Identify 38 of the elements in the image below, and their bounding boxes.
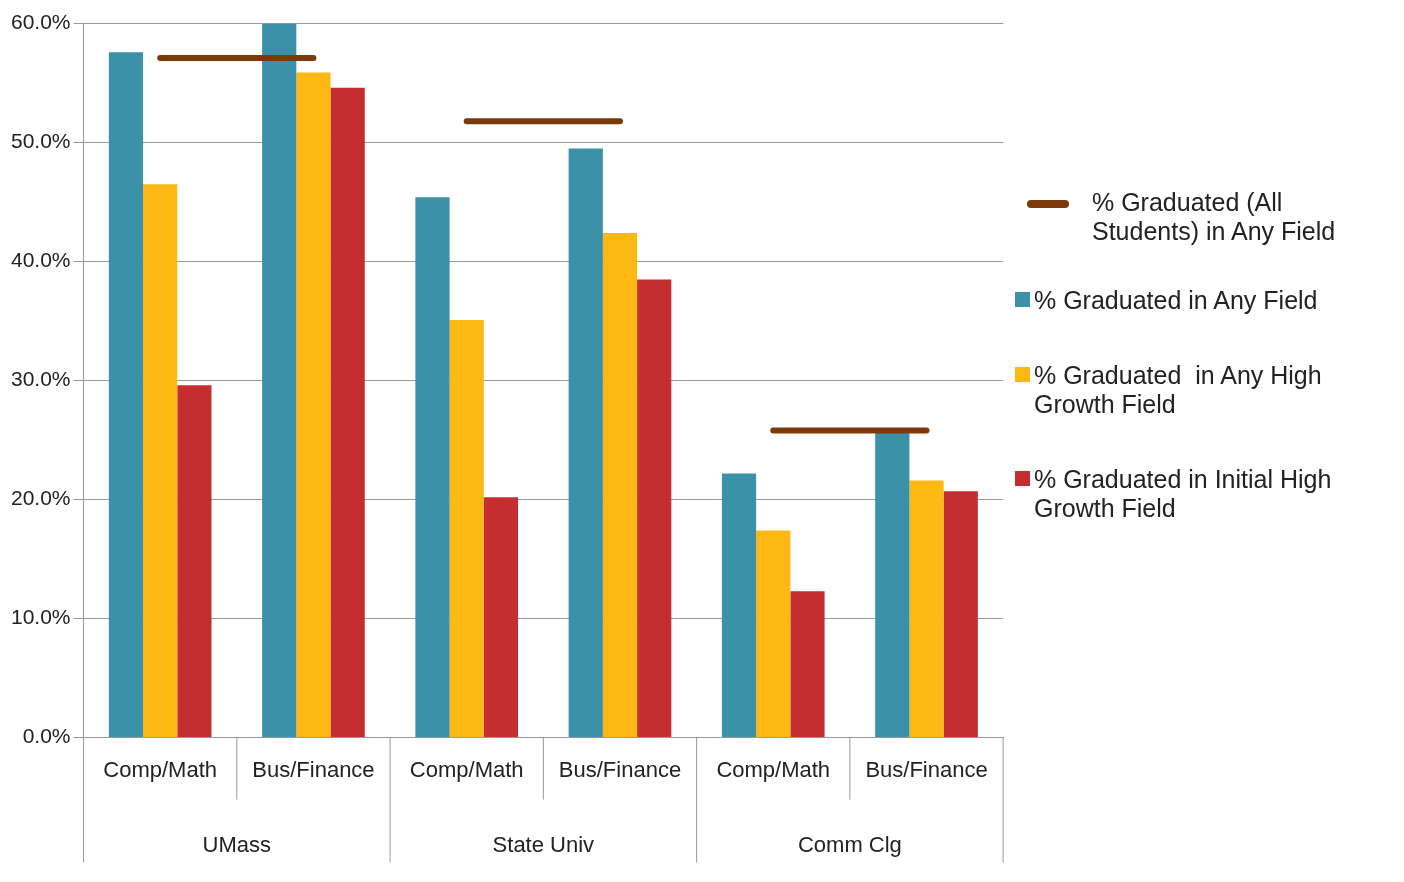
bar (483, 497, 519, 738)
legend-label: % Graduated in Initial High Growth Field (1034, 465, 1333, 523)
x-tick-label: Comp/Math (716, 756, 831, 782)
bar (330, 87, 365, 738)
text: State Univ (492, 831, 595, 857)
x-tick-label: Bus/Finance (865, 756, 988, 782)
bar (296, 72, 331, 738)
legend-label: % Graduated in Any High Growth Field (1034, 361, 1323, 419)
y-tick-label: 20.0% (11, 486, 71, 510)
bar (602, 233, 638, 738)
bar (415, 197, 450, 738)
bar (108, 52, 144, 738)
text: Comm Clg (797, 831, 902, 857)
bar (790, 591, 825, 738)
text: UMass (202, 831, 272, 857)
bar (756, 530, 791, 738)
y-tick-label: 30.0% (11, 367, 71, 391)
x-tick-label: Comp/Math (409, 756, 524, 782)
x-tick-label: Comp/Math (103, 756, 218, 782)
y-tick-label: 40.0% (11, 248, 71, 272)
bar (875, 432, 910, 738)
legend-label: % Graduated (All Students) in Any Field (1092, 188, 1337, 246)
y-tick-label: 50.0% (11, 129, 71, 153)
y-tick-label: 10.0% (11, 605, 71, 629)
y-tick-label: 0.0% (22, 724, 71, 748)
x-tick-label: Bus/Finance (252, 756, 375, 782)
bar (943, 491, 978, 738)
bar (143, 184, 178, 738)
bar (449, 319, 484, 738)
bar (568, 148, 603, 738)
legend-label: % Graduated in Any Field (1034, 286, 1318, 315)
bar (177, 385, 212, 738)
bar (721, 473, 757, 738)
x-tick-label: Bus/Finance (558, 756, 682, 782)
y-tick-label: 60.0% (11, 10, 71, 34)
bar (637, 279, 672, 738)
bar (909, 480, 944, 738)
bar (262, 23, 297, 738)
